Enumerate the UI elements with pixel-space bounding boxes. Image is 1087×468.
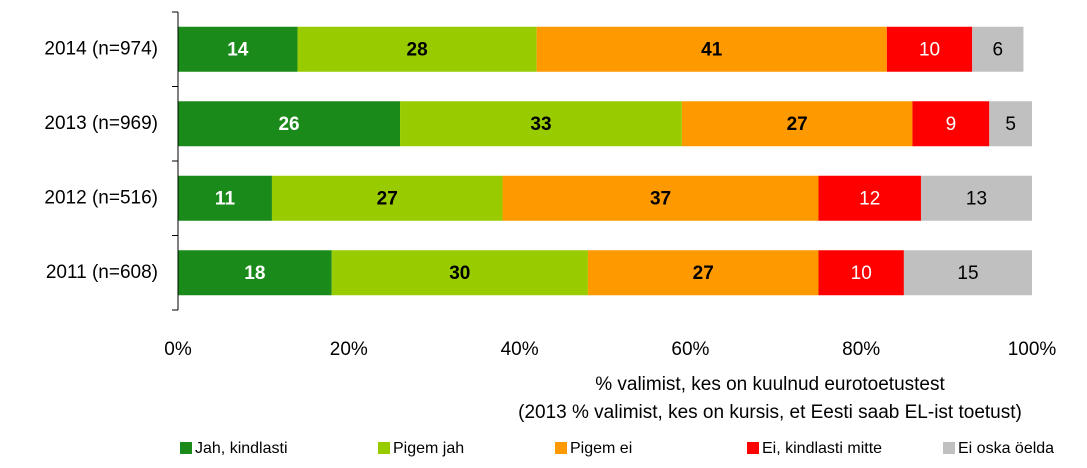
bar-segment (818, 250, 904, 296)
bar-segment (502, 175, 819, 221)
x-axis-label: % valimist, kes on kuulnud eurotoetustes… (595, 374, 945, 395)
bar-segment (912, 101, 990, 147)
bar-segment (989, 101, 1032, 147)
bar-segment (886, 26, 973, 72)
data-label: 12 (859, 188, 880, 209)
data-label: 33 (530, 114, 551, 135)
bar-segment (400, 101, 682, 147)
data-label: 30 (449, 263, 470, 284)
x-axis-label: (2013 % valimist, kes on kursis, et Eest… (518, 402, 1022, 423)
legend-swatch (943, 442, 955, 454)
legend-swatch (378, 442, 390, 454)
x-tick-label: 80% (842, 339, 880, 360)
bar-segment (178, 250, 332, 296)
y-tick-label: 2014 (n=974) (44, 38, 158, 59)
legend-label: Ei oska öelda (958, 440, 1054, 457)
y-tick-label: 2011 (n=608) (46, 262, 158, 283)
bar-segment (818, 175, 921, 221)
legend-label: Ei, kindlasti mitte (762, 440, 882, 457)
bar-segment (587, 250, 819, 296)
data-label: 9 (946, 114, 957, 135)
legend-swatch (555, 442, 567, 454)
data-label: 27 (377, 188, 398, 209)
bar-segment (271, 175, 503, 221)
x-tick-label: 60% (671, 339, 709, 360)
bar-segment (297, 26, 537, 72)
data-label: 10 (851, 263, 872, 284)
x-tick-label: 0% (164, 339, 192, 360)
legend-label: Jah, kindlasti (195, 440, 288, 457)
legend-label: Pigem jah (393, 440, 464, 457)
data-label: 6 (993, 39, 1004, 60)
data-label: 14 (227, 39, 249, 60)
data-label: 26 (278, 114, 299, 135)
data-label: 37 (650, 188, 671, 209)
bar-segment (178, 26, 298, 72)
bar-segment (331, 250, 588, 296)
bar-segment (903, 250, 1032, 296)
bar-segment (178, 175, 272, 221)
y-tick-label: 2012 (n=516) (44, 187, 158, 208)
x-tick-label: 40% (501, 339, 539, 360)
legend-label: Pigem ei (570, 440, 632, 457)
bar-segment (536, 26, 887, 72)
data-label: 18 (244, 263, 265, 284)
data-label: 27 (787, 114, 808, 135)
data-label: 41 (701, 39, 723, 60)
data-label: 11 (215, 188, 236, 209)
data-label: 27 (693, 263, 714, 284)
bar-segment (681, 101, 913, 147)
data-label: 15 (957, 263, 978, 284)
x-tick-label: 20% (330, 339, 368, 360)
legend-swatch (180, 442, 192, 454)
x-tick-label: 100% (1008, 339, 1057, 360)
data-label: 5 (1005, 114, 1016, 135)
data-label: 28 (407, 39, 428, 60)
data-label: 13 (966, 188, 987, 209)
bar-segment (972, 26, 1024, 72)
legend-swatch (747, 442, 759, 454)
data-label: 10 (919, 39, 940, 60)
bar-segment (920, 175, 1032, 221)
bar-segment (178, 101, 401, 147)
y-tick-label: 2013 (n=969) (44, 113, 158, 134)
